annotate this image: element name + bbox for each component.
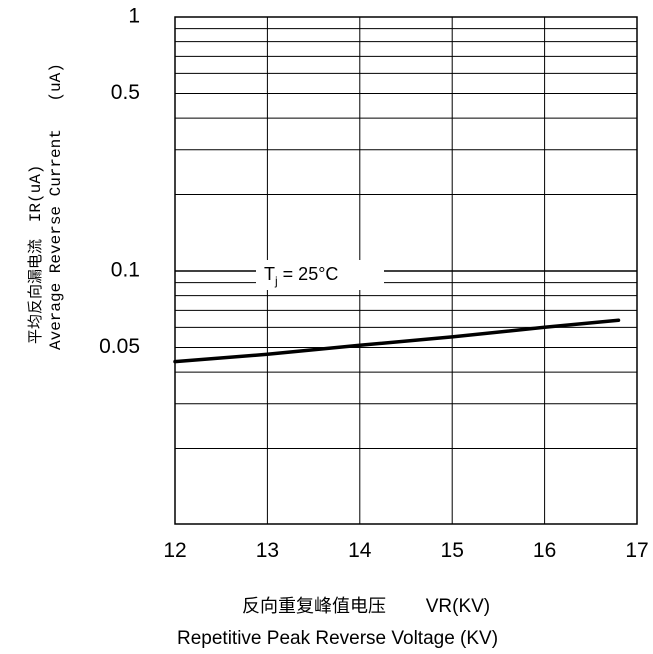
x-tick-label: 13 xyxy=(256,539,279,562)
y-tick-label: 0.05 xyxy=(99,335,140,358)
y-axis-label-cn: 平均反向漏电流 IR(uA) xyxy=(26,165,45,344)
y-tick-label: 0.1 xyxy=(111,259,140,282)
x-tick-label: 14 xyxy=(348,539,372,562)
x-axis-label-en: Repetitive Peak Reverse Voltage (KV) xyxy=(177,628,498,649)
x-tick-labels: 12 13 14 15 16 17 xyxy=(163,539,648,562)
y-axis-label-cn-text: 平均反向漏电流 xyxy=(26,239,44,344)
y-axis-label-en: Average Reverse Current (uA) xyxy=(47,63,65,350)
x-tick-label: 15 xyxy=(441,539,464,562)
y-axis-label-en-text: Average Reverse Current xyxy=(47,129,65,350)
grid-lines xyxy=(175,17,637,524)
y-axis-label-symbol: IR(uA) xyxy=(27,165,45,223)
y-axis-label-group: 平均反向漏电流 IR(uA) Average Reverse Current (… xyxy=(26,63,65,350)
plot-frame xyxy=(174,16,638,525)
temperature-annotation: Tj = 25°C xyxy=(256,260,384,290)
annotation-text: Tj = 25°C xyxy=(264,264,338,288)
series-line xyxy=(173,318,621,364)
y-axis-label-unit: (uA) xyxy=(47,63,65,101)
x-tick-label: 17 xyxy=(625,539,648,562)
y-tick-label: 0.5 xyxy=(111,81,140,104)
x-axis-label-cn-text: 反向重复峰值电压 xyxy=(242,596,386,617)
x-axis-label-cn: 反向重复峰值电压 VR(KV) xyxy=(242,596,490,617)
x-tick-label: 12 xyxy=(163,539,186,562)
y-tick-labels: 1 0.5 0.1 0.05 xyxy=(99,5,140,358)
x-axis-label-symbol: VR(KV) xyxy=(426,596,490,617)
series-group xyxy=(173,318,621,364)
annotation-background xyxy=(256,260,384,290)
y-tick-label: 1 xyxy=(128,5,140,28)
x-tick-label: 16 xyxy=(533,539,556,562)
